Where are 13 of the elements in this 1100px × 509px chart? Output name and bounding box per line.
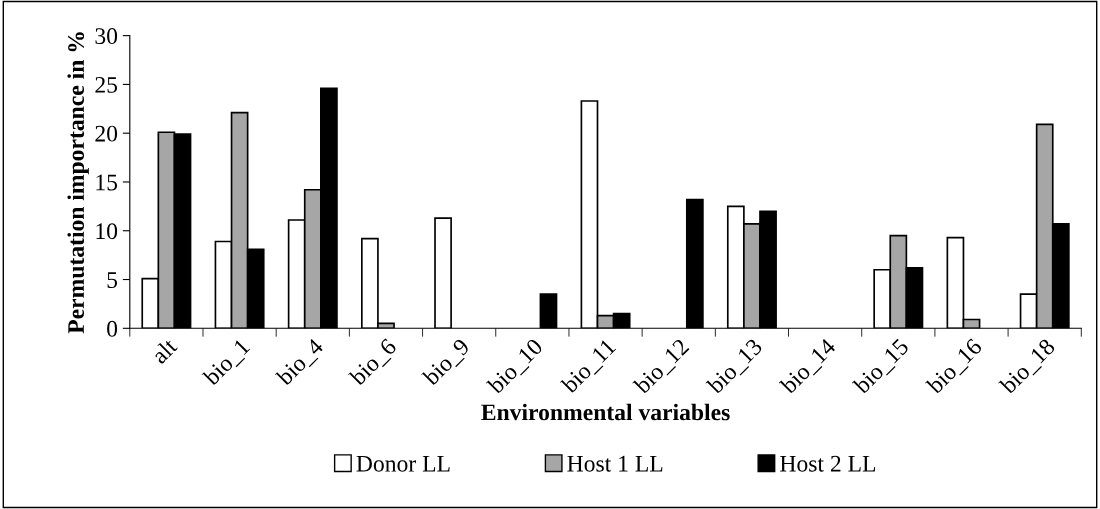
y-tick-label: 10 (96, 223, 118, 240)
legend-label: Donor LL (356, 455, 450, 472)
x-tick-label: alt (150, 336, 179, 365)
legend-label: Host 1 LL (567, 455, 663, 472)
y-tick-label: 15 (96, 174, 118, 191)
y-tick-label: 5 (107, 272, 118, 288)
y-tick-label: 30 (95, 28, 118, 45)
y-tick-label: 0 (107, 320, 118, 337)
y-axis-title: Permutation importance in % (67, 32, 89, 334)
legend-label: Host 2 LL (780, 455, 876, 472)
y-tick-label: 20 (95, 125, 118, 142)
y-tick-label: 25 (95, 76, 118, 93)
x-axis-title: Environmental variables (481, 403, 730, 421)
